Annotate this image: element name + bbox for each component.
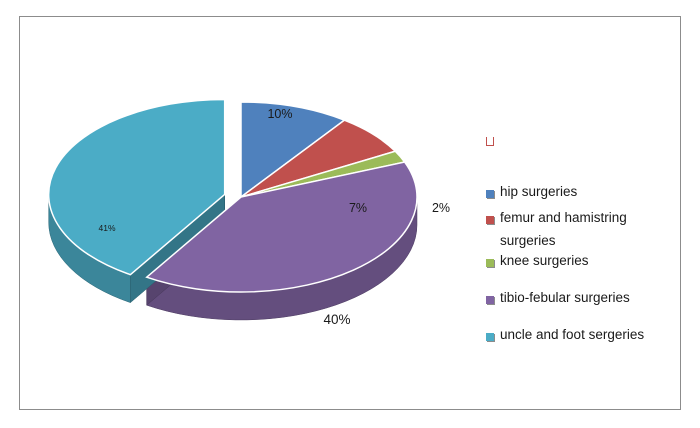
legend-swatch: [486, 216, 494, 224]
data-label-0: 10%: [267, 107, 292, 121]
legend-swatch: [486, 259, 494, 267]
legend-item: femur and hamistring surgeries: [486, 210, 661, 252]
legend-label: knee surgeries: [500, 253, 589, 268]
data-label-4: 41%: [98, 223, 115, 233]
legend-swatch: [486, 296, 494, 304]
legend-item: tibio-febular surgeries: [486, 290, 661, 309]
data-label-1: 7%: [349, 201, 367, 215]
pie-slice-4: [47, 98, 226, 276]
legend-swatch: [486, 333, 494, 341]
data-label-3: 40%: [323, 312, 350, 327]
legend-swatch: [486, 190, 494, 198]
legend-label: uncle and foot sergeries: [500, 327, 645, 342]
pie-slice-3: [145, 161, 418, 293]
legend-item: hip surgeries: [486, 184, 661, 203]
legend-label: tibio-febular surgeries: [500, 290, 630, 305]
data-label-2: 2%: [432, 201, 450, 215]
legend-item: uncle and foot sergeries: [486, 327, 661, 346]
pie-labels: 10% 7% 2% 40% 41%: [98, 107, 450, 327]
legend-item: knee surgeries: [486, 253, 661, 272]
legend-label: femur and hamistring surgeries: [500, 210, 627, 248]
legend-marker-icon: [486, 137, 494, 146]
pie-tops: [47, 98, 418, 293]
legend-label: hip surgeries: [500, 184, 578, 199]
pie-slice-0: [240, 101, 346, 199]
